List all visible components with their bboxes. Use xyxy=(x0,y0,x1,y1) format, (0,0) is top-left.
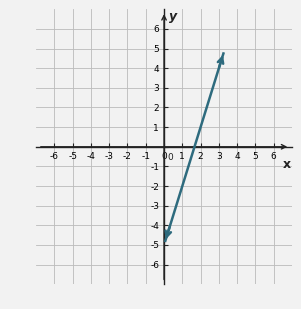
Text: x: x xyxy=(283,158,291,171)
Text: 0: 0 xyxy=(167,153,173,162)
Text: y: y xyxy=(169,10,177,23)
